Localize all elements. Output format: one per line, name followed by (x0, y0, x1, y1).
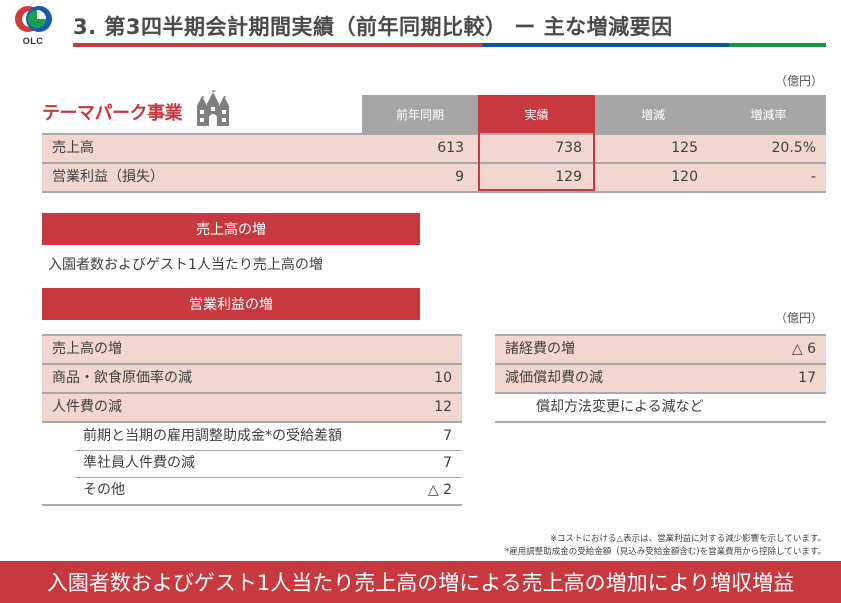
list-item: 償却方法変更による減など (495, 392, 826, 421)
title-rule-red (73, 43, 482, 47)
profit-factors-right: 諸経費の増 △ 6 減価償却費の減 17 償却方法変更による減など (495, 334, 826, 423)
item-label: 諸経費の増 (505, 341, 575, 357)
row-label: 売上高 (52, 140, 94, 156)
divider (75, 477, 462, 478)
col-header-rate: 増減率 (711, 95, 826, 133)
footnote-1: ※コストにおける△表示は、営業利益に対する減少影響を示しています。 (549, 534, 826, 544)
title-rule-green (729, 43, 826, 47)
item-value: 10 (434, 370, 452, 386)
prior-value: 613 (437, 140, 464, 156)
actual-value: 129 (555, 169, 582, 185)
item-label: 準社員人件費の減 (83, 455, 195, 471)
list-item: 商品・飲食原価率の減 10 (42, 363, 462, 392)
divider (495, 421, 826, 423)
footnote-2: *雇用調整助成金の受給金額（見込み受給金額含む)を営業費用から控除しています。 (505, 547, 826, 557)
row-label: 営業利益（損失） (52, 169, 164, 185)
segment-title: テーマパーク事業 (42, 103, 183, 124)
list-item: その他 △ 2 (42, 477, 462, 504)
list-item: 売上高の増 (42, 334, 462, 363)
title-rule-blue (482, 43, 729, 47)
col-header-prior: 前年同期 (362, 95, 478, 133)
conclusion-banner: 入園者数およびゲスト1人当たり売上高の増による売上高の増加により増収増益 (0, 561, 841, 603)
unit-label-2: （億円） (774, 311, 823, 325)
item-value: 7 (443, 428, 452, 444)
rate-value: - (810, 169, 816, 185)
revenue-section-header: 売上高の増 (42, 213, 420, 245)
col-header-actual: 実績 (478, 95, 595, 133)
list-item: 諸経費の増 △ 6 (495, 334, 826, 363)
actual-value: 738 (555, 140, 582, 156)
page-title: 3. 第3四半期会計期間実績（前年同期比較） ー 主な増減要因 (73, 15, 673, 39)
revenue-section-text: 入園者数およびゲスト1人当たり売上高の増 (48, 257, 323, 273)
item-value: △ 2 (427, 482, 452, 498)
item-label: 人件費の減 (52, 399, 122, 415)
change-value: 125 (671, 140, 698, 156)
table-row-revenue: 売上高 613 738 125 20.5% (42, 133, 826, 162)
divider (42, 504, 462, 506)
logo-text: OLC (22, 36, 44, 46)
item-label: 前期と当期の雇用調整助成金*の受給差額 (83, 428, 342, 444)
item-label: その他 (83, 482, 125, 498)
change-value: 120 (671, 169, 698, 185)
item-label: 償却方法変更による減など (536, 399, 704, 415)
list-item: 前期と当期の雇用調整助成金*の受給差額 7 (42, 421, 462, 450)
item-label: 商品・飲食原価率の減 (52, 370, 192, 386)
list-item: 人件費の減 12 (42, 392, 462, 421)
profit-section-header: 営業利益の増 (42, 288, 420, 320)
divider (75, 450, 462, 451)
item-value: 7 (443, 455, 452, 471)
unit-label: （億円） (774, 74, 823, 88)
profit-factors-left: 売上高の増 商品・飲食原価率の減 10 人件費の減 12 前期と当期の雇用調整助… (42, 334, 462, 506)
rate-value: 20.5% (771, 140, 816, 156)
table-row-operating-income: 営業利益（損失） 9 129 120 - (42, 162, 826, 193)
olc-logo: OLC (8, 4, 58, 50)
item-label: 売上高の増 (52, 341, 122, 357)
prior-value: 9 (455, 169, 464, 185)
actual-column-highlight (478, 133, 595, 191)
olc-logo-icon (15, 6, 52, 32)
item-label: 減価償却費の減 (505, 370, 603, 386)
item-value: △ 6 (791, 341, 816, 357)
list-item: 準社員人件費の減 7 (42, 450, 462, 477)
item-value: 17 (798, 370, 816, 386)
castle-icon (194, 90, 232, 126)
item-value: 12 (434, 399, 452, 415)
col-header-change: 増減 (595, 95, 711, 133)
list-item: 減価償却費の減 17 (495, 363, 826, 392)
